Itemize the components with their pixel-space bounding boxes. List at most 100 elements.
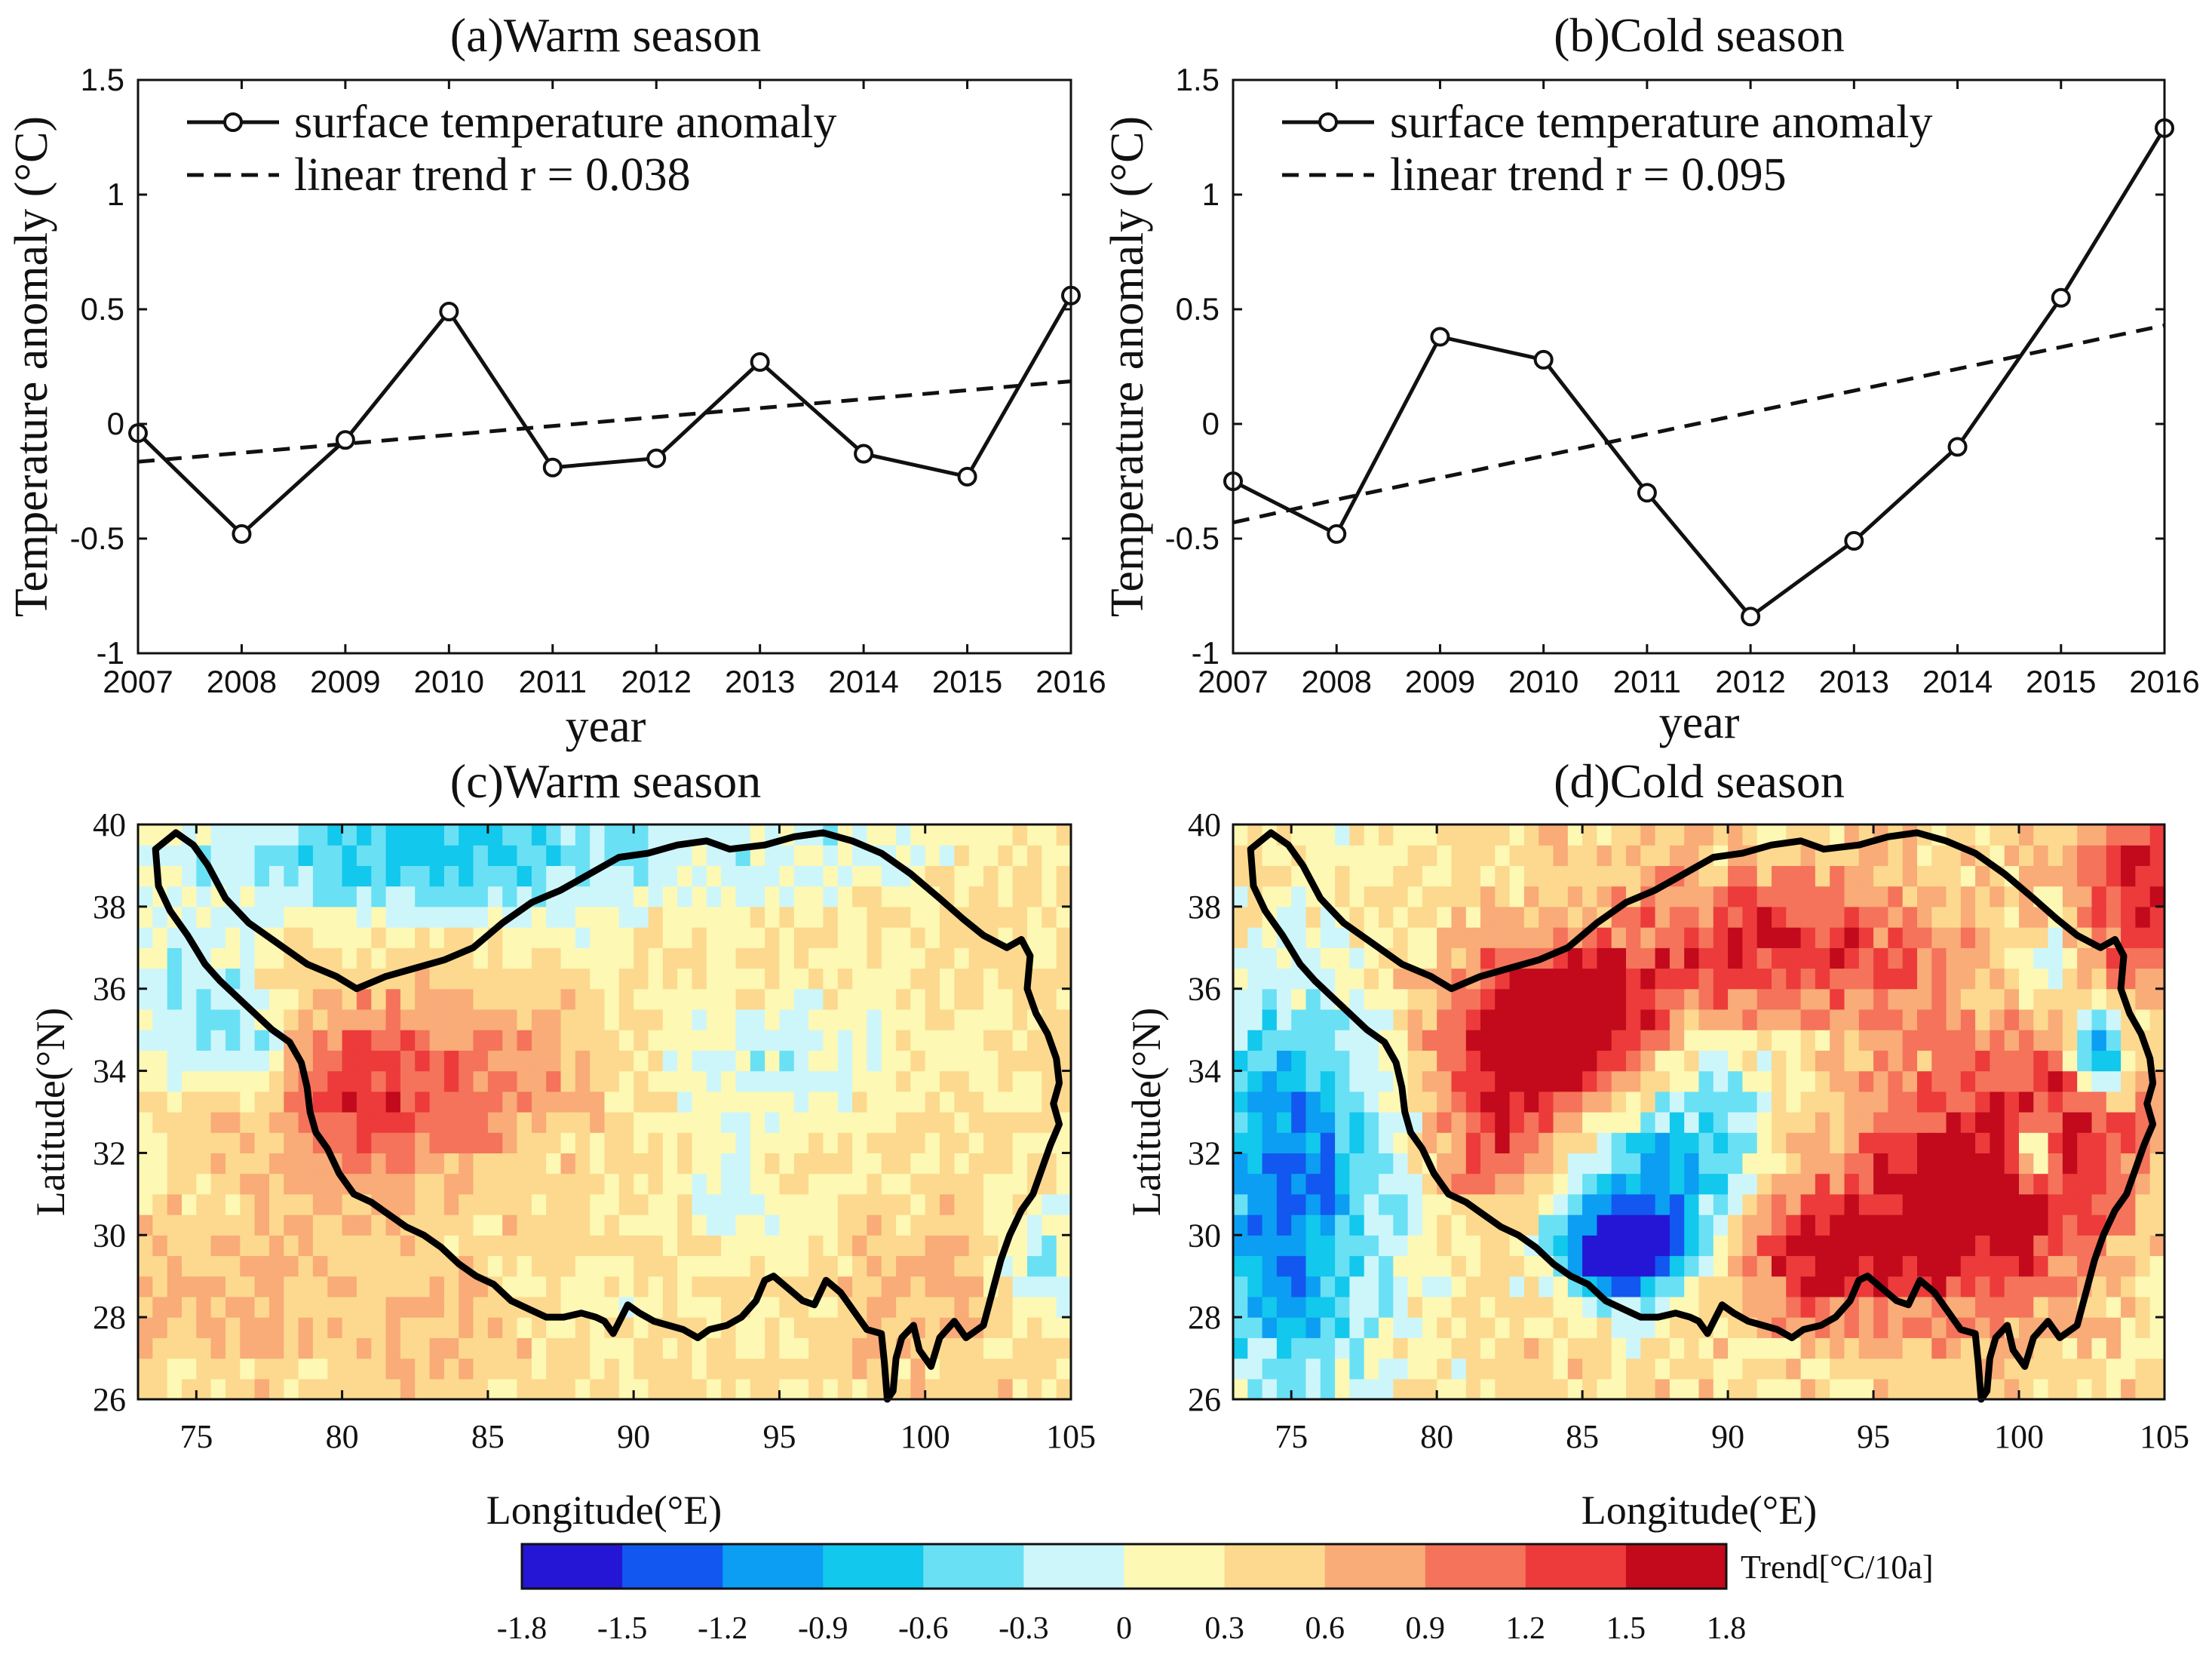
panel-d-grid-cell bbox=[1509, 824, 1525, 846]
panel-c-grid-cell bbox=[429, 1276, 445, 1297]
panel-c-y-tick-label: 26 bbox=[93, 1381, 126, 1418]
panel-c-grid-cell bbox=[867, 1193, 882, 1215]
panel-c-grid-cell bbox=[604, 1276, 620, 1297]
panel-d-grid-cell bbox=[2019, 865, 2034, 887]
panel-d-grid-cell bbox=[1276, 906, 1292, 928]
panel-d-grid-cell bbox=[1291, 1009, 1307, 1030]
panel-d-grid-cell bbox=[2004, 1030, 2020, 1051]
panel-d-grid-cell bbox=[1917, 968, 1932, 990]
panel-c-grid-cell bbox=[662, 1337, 678, 1359]
colorbar-swatch bbox=[823, 1544, 925, 1589]
panel-c-grid-cell bbox=[1056, 1009, 1072, 1030]
panel-d-grid-cell bbox=[1713, 988, 1729, 1010]
panel-d-grid-cell bbox=[1640, 1132, 1656, 1153]
panel-c-grid-cell bbox=[429, 1193, 445, 1215]
panel-d-grid-cell bbox=[1480, 1255, 1496, 1277]
panel-a-marks bbox=[128, 285, 1081, 544]
panel-c-grid-cell bbox=[837, 906, 853, 928]
panel-c-grid-cell bbox=[254, 1378, 270, 1400]
panel-c-grid-cell bbox=[590, 1378, 606, 1400]
panel-c-grid-cell bbox=[531, 988, 547, 1010]
panel-c-grid-cell bbox=[852, 1235, 867, 1257]
panel-d-grid-cell bbox=[1364, 1235, 1379, 1257]
panel-c-grid-cell bbox=[590, 1091, 606, 1113]
panel-c-grid-cell bbox=[648, 1378, 664, 1400]
panel-d-grid-cell bbox=[1684, 968, 1700, 990]
panel-c-grid-cell bbox=[735, 886, 751, 907]
panel-c-grid-cell bbox=[269, 968, 284, 990]
panel-c-grid-cell bbox=[910, 845, 926, 866]
panel-c-grid-cell bbox=[618, 1214, 634, 1236]
panel-d-grid-cell bbox=[1800, 1030, 1816, 1051]
panel-d-grid-cell bbox=[1655, 988, 1671, 1010]
panel-c-grid-cell bbox=[560, 1050, 576, 1072]
panel-d-grid-cell bbox=[1931, 1050, 1947, 1072]
panel-c-y-tick-label: 36 bbox=[93, 971, 126, 1008]
panel-c-x-tick-label: 75 bbox=[179, 1418, 213, 1455]
colorbar-swatch bbox=[923, 1544, 1025, 1589]
panel-c-grid-cell bbox=[618, 1193, 634, 1215]
panel-c-grid-cell bbox=[152, 1378, 168, 1400]
panel-d-grid-cell bbox=[1873, 845, 1888, 866]
panel-c-grid-cell bbox=[531, 1193, 547, 1215]
panel-d-grid-cell bbox=[1640, 927, 1656, 948]
panel-c-grid-cell bbox=[531, 1009, 547, 1030]
panel-c-grid-cell bbox=[1027, 1050, 1042, 1072]
panel-d-grid-cell bbox=[1626, 1193, 1641, 1215]
panel-d-grid-cell bbox=[1960, 927, 1976, 948]
panel-c-grid-cell bbox=[210, 988, 226, 1010]
panel-d-grid-cell bbox=[1567, 1337, 1583, 1359]
panel-c-grid-cell bbox=[167, 988, 183, 1010]
panel-c-grid-cell bbox=[473, 968, 489, 990]
panel-c-grid-cell bbox=[634, 1235, 649, 1257]
panel-d-grid-cell bbox=[1669, 1153, 1685, 1174]
panel-d-grid-cell bbox=[1276, 947, 1292, 969]
panel-c-grid-cell bbox=[517, 1009, 532, 1030]
panel-c-grid-cell bbox=[692, 1070, 707, 1092]
panel-c-grid-cell bbox=[896, 1009, 911, 1030]
panel-a-x-axis-label: year bbox=[566, 701, 646, 752]
panel-c-grid-cell bbox=[896, 1132, 911, 1153]
panel-d-grid-cell bbox=[1437, 1009, 1453, 1030]
panel-d-grid-cell bbox=[2106, 1173, 2121, 1195]
panel-c-grid-cell bbox=[487, 988, 503, 1010]
panel-c-grid-cell bbox=[648, 1030, 664, 1051]
panel-c-grid-cell bbox=[138, 1378, 153, 1400]
panel-c-grid-cell bbox=[604, 1173, 620, 1195]
panel-c-grid-cell bbox=[152, 1112, 168, 1133]
panel-d-grid-cell bbox=[1713, 1112, 1729, 1133]
panel-c-grid-cell bbox=[487, 947, 503, 969]
panel-c-grid-cell bbox=[852, 1214, 867, 1236]
panel-d-grid-cell bbox=[2019, 906, 2034, 928]
panel-d-grid-cell bbox=[1742, 1337, 1758, 1359]
panel-d-grid-cell bbox=[1975, 927, 1990, 948]
panel-d-grid-cell bbox=[1858, 988, 1874, 1010]
panel-d-grid-cell bbox=[1437, 886, 1453, 907]
panel-c-grid-cell bbox=[852, 1091, 867, 1113]
panel-c-grid-cell bbox=[342, 1132, 357, 1153]
panel-d-grid-cell bbox=[1495, 927, 1511, 948]
panel-d-grid-cell bbox=[1756, 1235, 1772, 1257]
panel-d-grid-cell bbox=[1728, 927, 1743, 948]
panel-c-grid-cell bbox=[400, 1193, 416, 1215]
panel-d-grid-cell bbox=[1247, 1276, 1263, 1297]
panel-c-grid-cell bbox=[415, 1009, 431, 1030]
panel-c-grid-cell bbox=[371, 1255, 387, 1277]
panel-d-grid-cell bbox=[1698, 1112, 1714, 1133]
panel-d-grid-cell bbox=[2135, 1193, 2151, 1215]
panel-c-grid-cell bbox=[371, 1173, 387, 1195]
panel-d-grid-cell bbox=[2149, 947, 2165, 969]
panel-d-grid-cell bbox=[1509, 927, 1525, 948]
panel-c-grid-cell bbox=[634, 824, 649, 846]
panel-c-grid-cell bbox=[896, 1235, 911, 1257]
panel-c-grid-cell bbox=[210, 1317, 226, 1338]
panel-c-grid-cell bbox=[560, 1378, 576, 1400]
panel-d-grid-cell bbox=[1902, 1378, 1918, 1400]
panel-d-grid-cell bbox=[1756, 1132, 1772, 1153]
panel-c-x-tick-label: 95 bbox=[762, 1418, 796, 1455]
panel-c-grid-cell bbox=[415, 988, 431, 1010]
panel-c-grid-cell bbox=[998, 1030, 1014, 1051]
panel-d-grid-cell bbox=[2121, 1235, 2136, 1257]
panel-d-grid-cell bbox=[1960, 1030, 1976, 1051]
